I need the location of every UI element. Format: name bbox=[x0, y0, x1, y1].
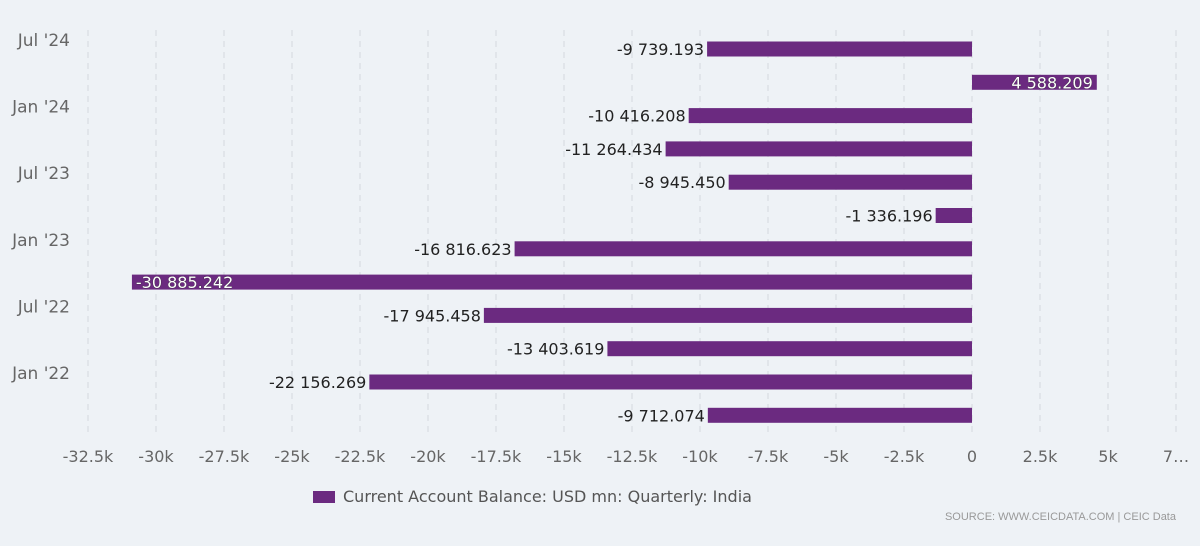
x-tick-label: -30k bbox=[138, 447, 174, 466]
x-tick-label: -25k bbox=[274, 447, 310, 466]
x-tick-label: -17.5k bbox=[471, 447, 522, 466]
bar bbox=[728, 174, 972, 190]
x-tick-label: -27.5k bbox=[199, 447, 250, 466]
x-tick-label: 5k bbox=[1098, 447, 1118, 466]
bar bbox=[707, 41, 972, 57]
y-tick-label: Jul '22 bbox=[17, 297, 70, 317]
data-label: -30 885.242 bbox=[136, 273, 233, 292]
data-label: 4 588.209 bbox=[1011, 73, 1092, 92]
bar bbox=[935, 208, 972, 223]
x-tick-label: -12.5k bbox=[607, 447, 658, 466]
x-tick-label: -20k bbox=[410, 447, 446, 466]
data-label: -11 264.434 bbox=[565, 140, 662, 159]
x-tick-label: 7… bbox=[1163, 447, 1189, 466]
bar bbox=[665, 141, 972, 157]
x-tick-label: -5k bbox=[823, 447, 849, 466]
bar bbox=[707, 407, 972, 423]
legend-swatch bbox=[313, 490, 335, 503]
x-tick-label: -22.5k bbox=[335, 447, 386, 466]
bar bbox=[688, 108, 972, 124]
legend-item[interactable]: Current Account Balance: USD mn: Quarter… bbox=[313, 487, 752, 506]
bar bbox=[131, 274, 973, 290]
x-tick-label: -15k bbox=[546, 447, 582, 466]
data-label: -13 403.619 bbox=[507, 340, 604, 359]
bar bbox=[483, 307, 972, 323]
bar bbox=[607, 341, 972, 357]
y-tick-label: Jul '24 bbox=[17, 31, 70, 51]
legend-label: Current Account Balance: USD mn: Quarter… bbox=[343, 487, 752, 506]
source-credit: SOURCE: WWW.CEICDATA.COM | CEIC Data bbox=[944, 511, 1176, 523]
data-label: -16 816.623 bbox=[414, 240, 511, 259]
y-tick-label: Jan '24 bbox=[11, 98, 70, 118]
data-label: -9 712.074 bbox=[618, 406, 705, 425]
x-tick-label: -2.5k bbox=[884, 447, 925, 466]
data-label: -1 336.196 bbox=[845, 207, 932, 226]
bar bbox=[972, 74, 1097, 90]
data-label: -8 945.450 bbox=[638, 173, 725, 192]
x-tick-label: -10k bbox=[682, 447, 718, 466]
y-tick-label: Jan '22 bbox=[11, 364, 70, 384]
bar bbox=[369, 374, 972, 390]
data-label: -22 156.269 bbox=[269, 373, 366, 392]
x-tick-label: -32.5k bbox=[63, 447, 114, 466]
data-label: -9 739.193 bbox=[617, 40, 704, 59]
bar bbox=[514, 241, 972, 257]
data-label: -17 945.458 bbox=[383, 306, 480, 325]
x-tick-label: 0 bbox=[967, 447, 977, 466]
x-tick-label: -7.5k bbox=[748, 447, 789, 466]
y-tick-label: Jul '23 bbox=[17, 164, 70, 184]
y-tick-label: Jan '23 bbox=[11, 231, 70, 251]
x-tick-label: 2.5k bbox=[1023, 447, 1058, 466]
data-label: -10 416.208 bbox=[588, 107, 685, 126]
